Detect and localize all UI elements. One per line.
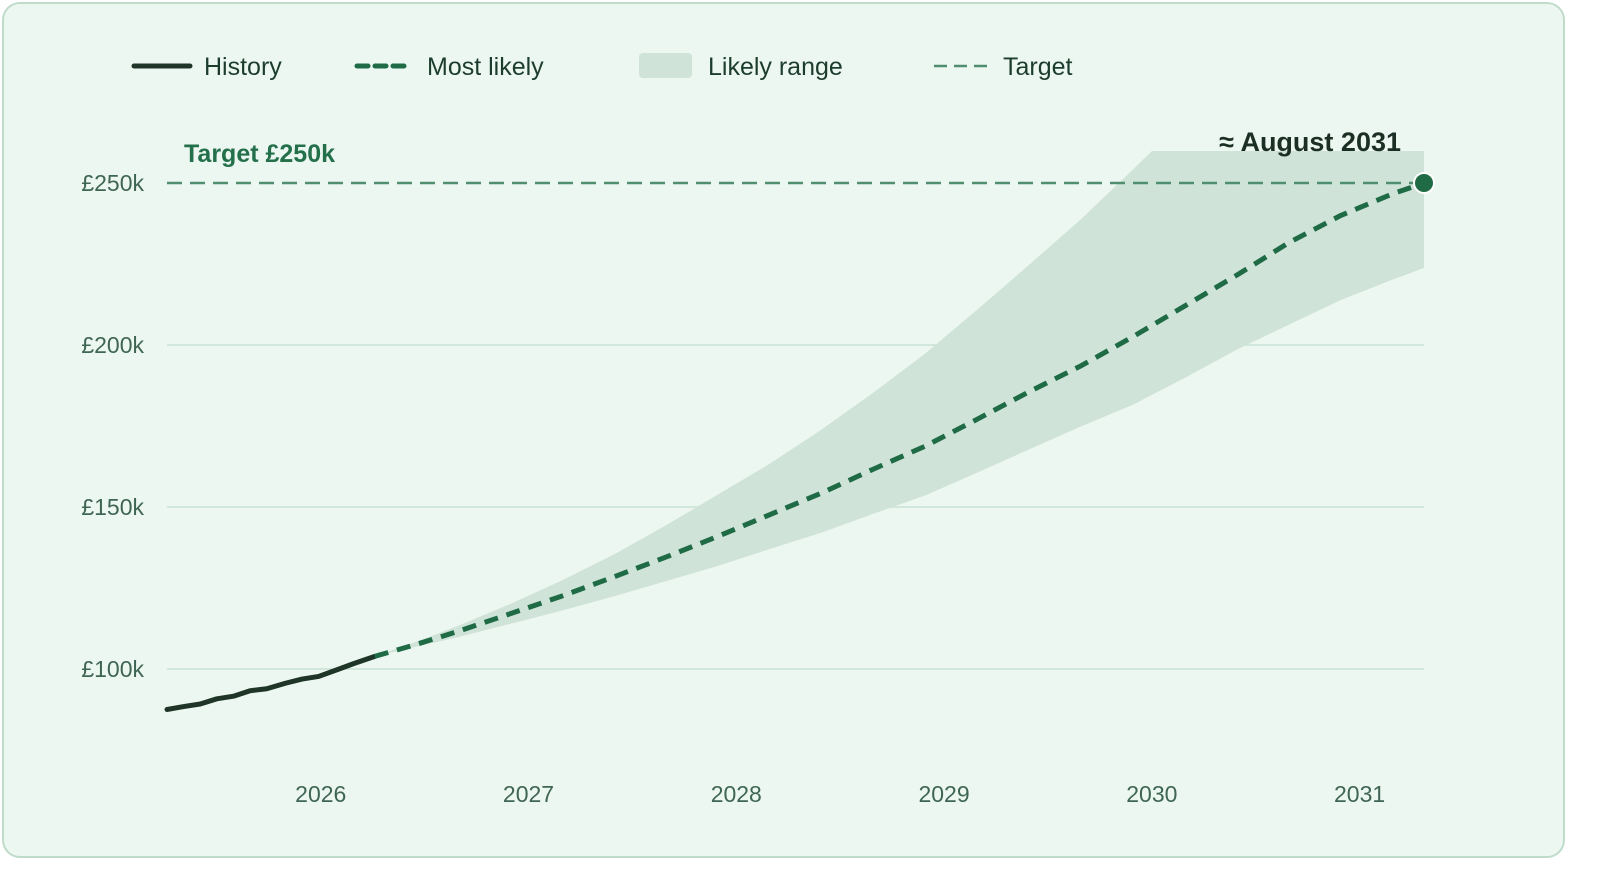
y-tick-label: £150k [81,494,144,520]
target-reached-label: ≈ August 2031 [1219,127,1401,157]
forecast-chart: History Most likely Likely range Target … [81,53,1435,807]
legend-target-label: Target [1003,53,1073,81]
x-axis-ticks: 2026 2027 2028 2029 2030 2031 [295,781,1385,807]
likely-range-band [374,151,1424,657]
x-tick-label: 2026 [295,781,346,807]
x-tick-label: 2027 [503,781,554,807]
y-tick-label: £200k [81,332,144,358]
chart-card: History Most likely Likely range Target … [2,2,1565,858]
target-label: Target £250k [184,140,335,168]
legend: History Most likely Likely range Target [131,53,1073,81]
y-tick-label: £250k [81,170,144,196]
y-axis-ticks: £100k £150k £200k £250k [81,170,144,682]
most-likely-line [374,180,1425,659]
legend-likely-range-swatch [639,53,692,78]
legend-likely-range-label: Likely range [708,53,843,81]
legend-item-most-likely: Most likely [354,53,544,81]
x-tick-label: 2028 [711,781,762,807]
y-tick-label: £100k [81,656,144,682]
legend-history-label: History [204,53,282,81]
history-line [164,653,378,712]
legend-item-history: History [131,53,282,81]
legend-most-likely-label: Most likely [427,53,544,81]
legend-item-target: Target [934,53,1073,81]
target-reached-point [1413,172,1435,194]
x-tick-label: 2030 [1126,781,1177,807]
x-tick-label: 2029 [918,781,969,807]
legend-item-likely-range: Likely range [639,53,843,81]
x-tick-label: 2031 [1334,781,1385,807]
